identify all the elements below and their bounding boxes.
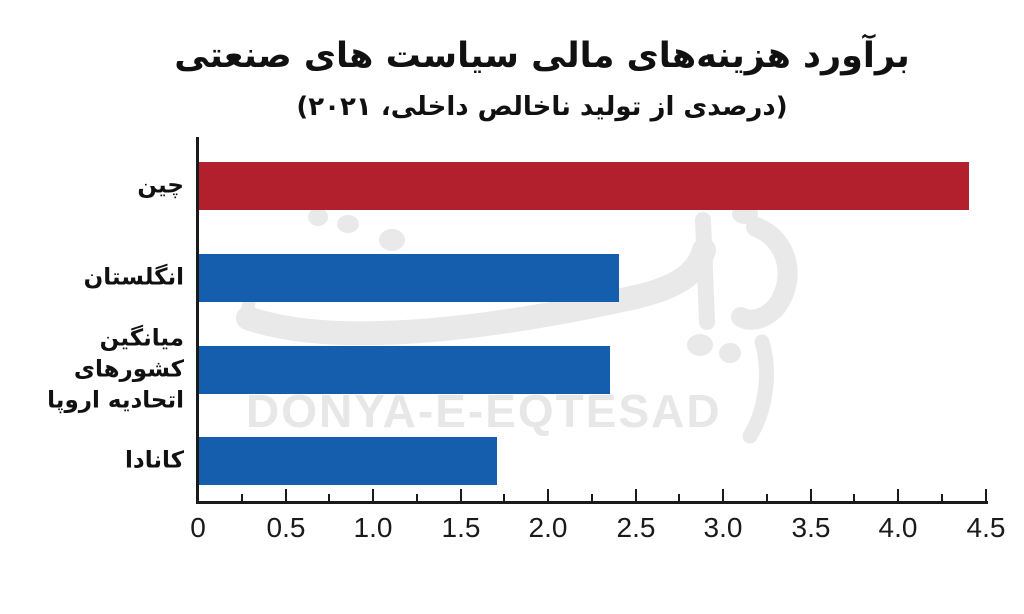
bar-canada bbox=[199, 437, 497, 485]
x-tick-label-3.5: 3.5 bbox=[791, 512, 831, 543]
minor-tick-1.25 bbox=[416, 494, 418, 501]
x-tick-label-0.5: 0.5 bbox=[266, 512, 306, 543]
major-tick-0 bbox=[197, 489, 199, 501]
major-tick-3.5 bbox=[810, 489, 812, 501]
y-axis-line bbox=[196, 137, 199, 504]
major-tick-1 bbox=[372, 489, 374, 501]
minor-tick-2.25 bbox=[591, 494, 593, 501]
x-tick-label-4.5: 4.5 bbox=[966, 512, 1006, 543]
bar-china bbox=[199, 162, 969, 210]
minor-tick-3.75 bbox=[853, 494, 855, 501]
minor-tick-4.25 bbox=[941, 494, 943, 501]
major-tick-1.5 bbox=[460, 489, 462, 501]
minor-tick-3.25 bbox=[766, 494, 768, 501]
x-tick-label-4.0: 4.0 bbox=[878, 512, 918, 543]
bar-eu-average bbox=[199, 346, 610, 394]
x-tick-label-0: 0 bbox=[190, 512, 206, 543]
x-tick-label-1.0: 1.0 bbox=[353, 512, 393, 543]
major-tick-2.5 bbox=[635, 489, 637, 501]
minor-tick-1.75 bbox=[503, 494, 505, 501]
minor-tick-2.75 bbox=[678, 494, 680, 501]
x-axis-line bbox=[196, 501, 988, 504]
minor-tick-0.75 bbox=[328, 494, 330, 501]
chart-title: برآورد هزینه‌های مالی سیاست های صنعتی bbox=[174, 36, 910, 76]
x-tick-label-1.5: 1.5 bbox=[441, 512, 481, 543]
category-label-uk: انگلستان bbox=[83, 264, 184, 291]
major-tick-4.5 bbox=[985, 489, 987, 501]
x-tick-label-2.5: 2.5 bbox=[616, 512, 656, 543]
chart-subtitle: (درصدی از تولید ناخالص داخلی، ۲۰۲۱) bbox=[296, 92, 788, 122]
minor-tick-0.25 bbox=[241, 494, 243, 501]
bar-uk bbox=[199, 254, 619, 302]
category-label-eu-average: میانگین کشورهای اتحادیه اروپا bbox=[47, 325, 184, 414]
x-tick-label-2.0: 2.0 bbox=[528, 512, 568, 543]
major-tick-2 bbox=[547, 489, 549, 501]
major-tick-4 bbox=[897, 489, 899, 501]
major-tick-3 bbox=[722, 489, 724, 501]
x-tick-label-3.0: 3.0 bbox=[703, 512, 743, 543]
category-label-china: چین bbox=[137, 172, 184, 199]
category-label-canada: کانادا bbox=[125, 447, 184, 474]
major-tick-0.5 bbox=[285, 489, 287, 501]
